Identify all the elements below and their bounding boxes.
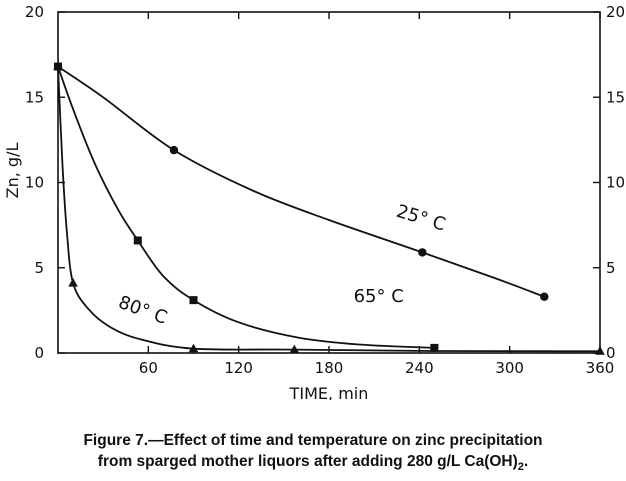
data-point-square: [133, 236, 142, 245]
caption-line-1: Figure 7.—Effect of time and temperature…: [83, 432, 543, 449]
data-point-triangle: [188, 343, 199, 353]
y-tick-label-left: 10: [25, 174, 44, 192]
x-tick-label: 360: [586, 359, 615, 377]
caption-subscript: 2: [517, 461, 524, 474]
x-axis-label: TIME, min: [289, 384, 369, 400]
series-label: 25° C: [394, 201, 448, 236]
series-line-0: [57, 65, 545, 298]
caption-line-2-text: from sparged mother liquors after adding…: [97, 453, 518, 470]
y-tick-label-right: 20: [606, 3, 625, 21]
data-point-square: [430, 343, 439, 352]
y-tick-label-left: 15: [25, 88, 44, 106]
y-axis-label: Zn, g/L: [3, 143, 22, 199]
x-tick-label: 300: [495, 359, 524, 377]
data-point-circle: [169, 145, 179, 155]
x-tick-label: 120: [224, 359, 253, 377]
y-tick-label-left: 0: [34, 344, 44, 362]
data-point-circle: [418, 248, 427, 257]
data-point-circle: [540, 292, 549, 301]
series-line-2: [57, 66, 601, 353]
data-point-square: [189, 296, 198, 305]
data-point-triangle: [68, 278, 78, 287]
data-point-triangle: [595, 346, 605, 355]
series-label: 80° C: [116, 292, 170, 329]
y-tick-label-right: 15: [606, 88, 625, 106]
figure-caption: Figure 7.—Effect of time and temperature…: [0, 430, 626, 478]
x-tick-label: 60: [139, 359, 158, 377]
data-point-triangle: [289, 344, 300, 354]
x-tick-label: 180: [315, 359, 344, 377]
caption-line-2-end: .: [523, 453, 529, 470]
y-tick-label-left: 5: [34, 259, 44, 277]
caption-line-2: from sparged mother liquors after adding…: [0, 451, 626, 478]
y-tick-label-left: 20: [25, 3, 44, 21]
x-tick-label: 240: [405, 359, 434, 377]
series-line-1: [57, 66, 435, 349]
data-point-triangle: [53, 61, 63, 71]
series-label: 65° C: [354, 286, 404, 307]
y-tick-label-right: 5: [606, 259, 616, 277]
y-tick-label-right: 0: [606, 344, 616, 362]
y-tick-label-right: 10: [606, 174, 625, 192]
